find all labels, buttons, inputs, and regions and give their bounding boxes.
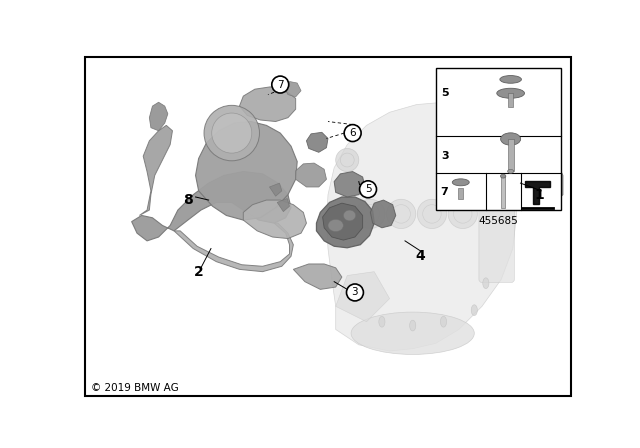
Text: 3: 3	[441, 151, 449, 161]
Ellipse shape	[328, 220, 344, 232]
Polygon shape	[269, 183, 282, 196]
Polygon shape	[196, 121, 297, 220]
Text: 6: 6	[349, 128, 356, 138]
Polygon shape	[334, 172, 365, 197]
Ellipse shape	[410, 320, 416, 331]
Ellipse shape	[387, 199, 416, 228]
Text: © 2019 BMW AG: © 2019 BMW AG	[91, 383, 179, 393]
Ellipse shape	[344, 210, 356, 221]
Ellipse shape	[500, 133, 521, 145]
Ellipse shape	[452, 179, 469, 186]
Polygon shape	[371, 200, 396, 228]
FancyBboxPatch shape	[84, 57, 572, 396]
Ellipse shape	[356, 199, 385, 228]
Text: 7: 7	[277, 80, 284, 90]
Polygon shape	[140, 125, 172, 215]
Polygon shape	[296, 163, 326, 187]
Circle shape	[344, 125, 361, 142]
Ellipse shape	[483, 278, 489, 289]
Text: 4: 4	[415, 249, 425, 263]
Polygon shape	[326, 102, 516, 351]
Ellipse shape	[471, 305, 477, 315]
Text: 3: 3	[351, 288, 358, 297]
Polygon shape	[484, 100, 563, 210]
Ellipse shape	[204, 105, 259, 161]
Ellipse shape	[500, 76, 522, 83]
Polygon shape	[501, 128, 527, 152]
Polygon shape	[149, 102, 168, 131]
Circle shape	[272, 76, 289, 93]
FancyBboxPatch shape	[458, 189, 463, 199]
Ellipse shape	[497, 88, 525, 98]
Polygon shape	[336, 271, 390, 322]
Ellipse shape	[379, 316, 385, 327]
Circle shape	[346, 284, 364, 301]
Text: 5: 5	[365, 184, 371, 194]
Ellipse shape	[392, 205, 410, 223]
Polygon shape	[277, 198, 289, 211]
Ellipse shape	[450, 116, 484, 150]
Text: 2: 2	[194, 265, 204, 279]
FancyBboxPatch shape	[436, 68, 561, 210]
Ellipse shape	[336, 148, 359, 172]
FancyBboxPatch shape	[508, 139, 514, 171]
FancyBboxPatch shape	[508, 93, 513, 107]
Text: 8: 8	[183, 193, 193, 207]
Polygon shape	[307, 132, 328, 152]
Polygon shape	[293, 264, 342, 289]
FancyBboxPatch shape	[479, 168, 515, 282]
Ellipse shape	[508, 169, 514, 173]
Polygon shape	[132, 172, 291, 241]
Text: 7: 7	[440, 186, 448, 197]
Ellipse shape	[212, 113, 252, 153]
Ellipse shape	[417, 199, 447, 228]
Ellipse shape	[454, 205, 472, 223]
Ellipse shape	[422, 205, 441, 223]
Text: 455685: 455685	[478, 216, 518, 226]
Polygon shape	[513, 187, 542, 210]
Ellipse shape	[351, 312, 474, 354]
Ellipse shape	[361, 205, 380, 223]
Polygon shape	[284, 82, 301, 97]
Polygon shape	[323, 203, 363, 240]
Circle shape	[360, 181, 376, 198]
Polygon shape	[239, 87, 296, 121]
Ellipse shape	[340, 153, 354, 167]
FancyBboxPatch shape	[501, 176, 506, 208]
Polygon shape	[525, 181, 550, 204]
Ellipse shape	[448, 199, 477, 228]
Ellipse shape	[440, 106, 493, 160]
Polygon shape	[174, 223, 293, 271]
Polygon shape	[316, 197, 374, 248]
Text: 5: 5	[441, 88, 449, 98]
Polygon shape	[243, 200, 307, 238]
Ellipse shape	[500, 174, 506, 178]
Text: 1: 1	[535, 188, 545, 202]
Ellipse shape	[440, 316, 447, 327]
